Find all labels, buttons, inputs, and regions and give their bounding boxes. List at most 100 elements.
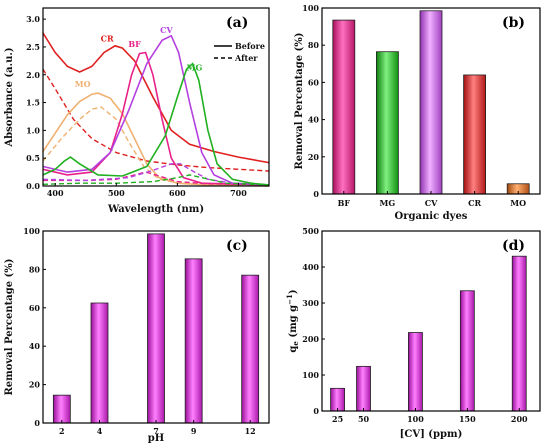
- panel-a-series-labels: CR MO BF CV MG: [75, 25, 203, 89]
- panel-a-frame: [42, 7, 270, 187]
- panel-d-bar-200: [511, 255, 527, 412]
- legend-before-label: Before: [235, 41, 265, 51]
- spectrum-cv-after: [42, 163, 270, 186]
- spectrum-bf-before: [42, 51, 270, 186]
- panel-b-xlabel: Organic dyes: [395, 211, 468, 222]
- panel-d-frame: [321, 230, 541, 412]
- panel-a-xtick-label-500: 500: [108, 188, 125, 198]
- panel-a-ytick-label-3: 3.0: [26, 14, 40, 24]
- panel-a-ytick-label-0: 0.0: [26, 181, 40, 191]
- panel-d-bar-150: [459, 290, 475, 412]
- panel-a-ytick-label-2: 2.0: [26, 70, 40, 80]
- spectrum-cr-after: [42, 68, 270, 172]
- panel-c-ytick-label-100: 100: [23, 226, 40, 236]
- panel-d-xtick-label-150: 150: [459, 414, 476, 424]
- panel-d-ylabel: qe (mg g−1): [285, 289, 300, 352]
- panel-c-bar-12: [241, 274, 260, 424]
- panel-d-ytick-label-100: 100: [302, 370, 319, 380]
- panel-b-ytick-label-100: 100: [302, 3, 319, 13]
- panel-b-ylabel: Removal Percentage (%): [294, 33, 305, 170]
- series-label-bf: BF: [128, 39, 141, 49]
- panel-b-ytick-label-80: 80: [308, 40, 320, 50]
- panel-b-xtick-label-mg: MG: [380, 198, 396, 208]
- panel-a-xtick-label-400: 400: [47, 188, 64, 198]
- panel-b-bar-bf: [332, 19, 356, 195]
- panel-b-label: (b): [502, 15, 525, 31]
- legend-after-label: After: [234, 53, 258, 63]
- panel-a-ticks: 400 500 600 700 0.0 0.5 1.0 1.5 2.0 2.5 3.0: [26, 14, 247, 198]
- panel-a-ylabel: Absorbance (a.u.): [4, 47, 15, 147]
- series-label-cv: CV: [160, 25, 173, 35]
- panel-c-bar-9: [184, 258, 203, 424]
- panel-d-ylabel-rest: (mg g: [288, 305, 299, 341]
- panel-c-ytick-label-20: 20: [29, 380, 41, 390]
- series-label-mg: MG: [187, 62, 203, 72]
- panel-a-series: [42, 32, 270, 187]
- panel-b-ytick-label-20: 20: [308, 152, 320, 162]
- spectrum-mo-after: [42, 106, 270, 187]
- panel-c-ytick-label-80: 80: [29, 264, 41, 274]
- panel-b-bars: [332, 10, 530, 195]
- panel-c-ytick-label-40: 40: [29, 341, 41, 351]
- panel-d-xtick-label-100: 100: [407, 414, 424, 424]
- panel-c-xlabel: pH: [148, 433, 164, 444]
- panel-c-bar-4: [90, 302, 109, 424]
- panel-d-bar-25: [330, 387, 345, 412]
- panel-a-label: (a): [226, 15, 248, 31]
- panel-d-ylabel-q: q: [288, 346, 299, 353]
- panel-b-xtick-label-mo: MO: [510, 198, 526, 208]
- panel-b-bar-cr: [463, 74, 487, 195]
- panel-d-label: (d): [502, 238, 525, 254]
- spectrum-mg-after: [42, 174, 270, 186]
- panel-c-ticks: 2 4 7 9 12 0 20 40 60 80 100: [23, 226, 255, 436]
- spectrum-mo-before: [42, 92, 270, 187]
- panel-d-ytick-label-500: 500: [302, 226, 319, 236]
- panel-b-ytick-label-60: 60: [308, 77, 320, 87]
- panel-a: 400 500 600 700 0.0 0.5 1.0 1.5 2.0 2.5 3.0 CR MO BF…: [4, 7, 270, 215]
- panel-b-ytick-label-40: 40: [308, 115, 320, 125]
- panel-d-bars: [330, 255, 527, 412]
- panel-a-xtick-label-700: 700: [230, 188, 247, 198]
- panel-c-bar-2: [52, 394, 71, 424]
- panel-c-ytick-label-60: 60: [29, 303, 41, 313]
- panel-b-ytick-label-0: 0: [313, 189, 319, 199]
- panel-c-xtick-label-4: 4: [97, 426, 103, 436]
- panel-d: 25 50 100 150 200 0 100 200 300 400 500 (d) [CV] (…: [285, 226, 541, 440]
- panel-b-xtick-label-cv: CV: [425, 198, 438, 208]
- panel-c-label: (c): [226, 238, 248, 254]
- panel-d-ytick-label-200: 200: [302, 334, 319, 344]
- series-label-mo: MO: [75, 79, 91, 89]
- panel-c-ytick-label-0: 0: [34, 418, 40, 428]
- panel-b-ticks: BF MG CV CR MO 0 20 40 60 80 100: [302, 3, 526, 208]
- panel-c-xtick-label-12: 12: [245, 426, 256, 436]
- panel-c-xtick-label-7: 7: [153, 426, 159, 436]
- series-label-cr: CR: [101, 33, 114, 43]
- panel-d-ticks: 25 50 100 150 200 0 100 200 300 400 500: [302, 226, 528, 424]
- panel-a-ytick-label-1: 1.0: [26, 125, 40, 135]
- panel-b-xtick-label-cr: CR: [468, 198, 481, 208]
- panel-d-bar-100: [408, 332, 423, 412]
- panel-a-xlabel: Wavelength (nm): [107, 204, 204, 215]
- panel-b-xtick-label-bf: BF: [338, 198, 351, 208]
- panel-a-legend: Before After: [214, 41, 265, 63]
- panel-a-ytick-label-2.5: 2.5: [26, 42, 40, 52]
- panel-d-ytick-label-400: 400: [302, 262, 319, 272]
- panel-d-ytick-label-300: 300: [302, 298, 319, 308]
- panel-d-ytick-label-0: 0: [313, 406, 319, 416]
- spectrum-mg-before: [42, 62, 270, 186]
- panel-a-xtick-label-600: 600: [169, 188, 186, 198]
- panel-d-xtick-label-25: 25: [332, 414, 343, 424]
- panel-c-xtick-label-2: 2: [59, 426, 65, 436]
- panel-d-ylabel-close: ): [288, 289, 299, 294]
- panel-a-ytick-label-1.5: 1.5: [26, 98, 40, 108]
- panel-c-bars: [52, 233, 260, 424]
- panel-c: 2 4 7 9 12 0 20 40 60 80 100 (c) pH Removal Percen…: [4, 226, 270, 444]
- panel-a-ytick-label-0.5: 0.5: [26, 153, 40, 163]
- panel-c-bar-7: [147, 233, 165, 424]
- panel-d-ylabel-sup: −1: [285, 294, 294, 305]
- panel-b-bar-cv: [419, 10, 443, 195]
- panel-d-ylabel-sub: e: [291, 341, 300, 346]
- panel-c-ylabel: Removal Percentage (%): [4, 259, 15, 396]
